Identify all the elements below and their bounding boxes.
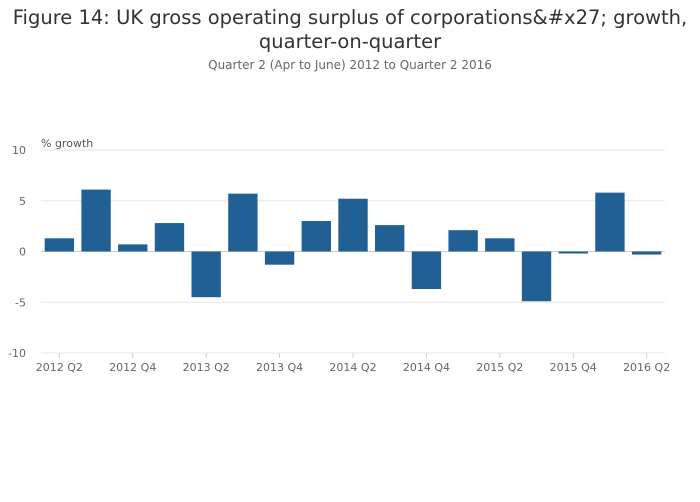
x-tick-label: 2016 Q2 <box>623 361 670 374</box>
bars <box>44 189 662 302</box>
bar-2013-q3 <box>228 193 258 252</box>
x-tick-label: 2014 Q4 <box>403 361 450 374</box>
bar-2014-q1 <box>301 221 331 252</box>
chart-title: Figure 14: UK gross operating surplus of… <box>0 6 700 54</box>
x-tick-label: 2015 Q4 <box>550 361 597 374</box>
x-tick-label: 2012 Q2 <box>36 361 83 374</box>
bar-2015-q2 <box>485 238 515 252</box>
bar-2014-q3 <box>375 225 405 252</box>
bar-2012-q3 <box>81 189 111 252</box>
bar-2015-q3 <box>521 251 552 302</box>
bar-2016-q2 <box>631 251 662 255</box>
chart-title-line-2: quarter-on-quarter <box>258 30 442 53</box>
y-tick-label: 0 <box>19 246 26 259</box>
x-tick-label: 2013 Q4 <box>256 361 303 374</box>
x-tick-label: 2012 Q4 <box>109 361 156 374</box>
bar-2015-q4 <box>558 251 588 254</box>
bar-2014-q4 <box>411 251 442 290</box>
x-tick-label: 2014 Q2 <box>329 361 376 374</box>
axes: 10 5 0 -5 -10 2012 Q2 2012 Q4 2013 Q2 2013 Q4 201… <box>8 144 670 374</box>
y-axis-title: % growth <box>41 137 93 150</box>
y-tick-label: 10 <box>12 144 26 157</box>
bar-2013-q2 <box>191 251 221 298</box>
bar-2016-q1 <box>595 192 625 252</box>
x-tick-label: 2015 Q2 <box>476 361 523 374</box>
bar-2014-q2 <box>338 198 368 252</box>
bar-2015-q1 <box>448 230 478 252</box>
y-tick-label: -5 <box>15 296 26 309</box>
bar-2013-q4 <box>264 251 295 265</box>
y-tick-label: 5 <box>19 195 26 208</box>
bar-2012-q2 <box>44 238 75 252</box>
chart-title-line-1: Figure 14: UK gross operating surplus of… <box>12 6 688 29</box>
y-tick-label: -10 <box>8 347 26 360</box>
x-tick-label: 2013 Q2 <box>183 361 230 374</box>
chart-subtitle: Quarter 2 (Apr to June) 2012 to Quarter … <box>208 58 492 72</box>
bar-2012-q4 <box>118 244 148 252</box>
bar-2013-q1 <box>154 223 185 252</box>
